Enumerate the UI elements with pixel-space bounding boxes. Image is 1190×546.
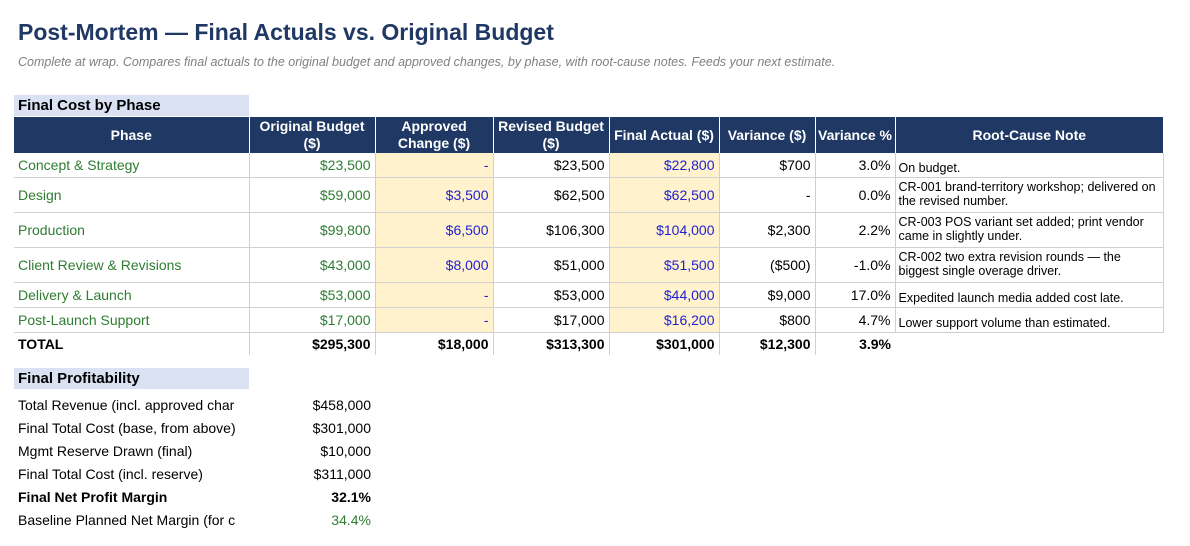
profit-value[interactable]: $10,000 — [320, 443, 371, 459]
total-original-budget[interactable]: $295,300 — [249, 332, 376, 355]
profit-label[interactable]: Final Net Profit Margin — [18, 489, 168, 505]
final-actual-cell[interactable]: $51,500 — [609, 247, 720, 283]
table-row: Post-Launch Support $17,000 - $17,000 $1… — [14, 307, 1164, 333]
variance-dollar-cell[interactable]: $2,300 — [719, 212, 816, 248]
total-revised-budget[interactable]: $313,300 — [493, 332, 610, 355]
profit-value[interactable]: 32.1% — [331, 489, 371, 505]
variance-pct-cell[interactable]: 2.2% — [815, 212, 896, 248]
profit-section-title: Final Profitability — [14, 368, 249, 389]
profit-value[interactable]: $311,000 — [313, 466, 371, 482]
phase-cell[interactable]: Delivery & Launch — [14, 282, 250, 308]
final-actual-cell[interactable]: $44,000 — [609, 282, 720, 308]
variance-pct-cell[interactable]: 17.0% — [815, 282, 896, 308]
root-cause-note-cell[interactable]: Lower support volume than estimated. — [895, 307, 1164, 333]
revised-budget-cell[interactable]: $51,000 — [493, 247, 610, 283]
table-row: Concept & Strategy $23,500 - $23,500 $22… — [14, 153, 1164, 178]
original-budget-cell[interactable]: $43,000 — [249, 247, 376, 283]
header-variance-dollar[interactable]: Variance ($) — [719, 117, 816, 153]
variance-dollar-cell[interactable]: $800 — [719, 307, 816, 333]
table-header-row: Phase Original Budget ($) Approved Chang… — [14, 117, 1163, 153]
original-budget-cell[interactable]: $99,800 — [249, 212, 376, 248]
original-budget-cell[interactable]: $23,500 — [249, 153, 376, 178]
header-original-budget[interactable]: Original Budget ($) — [249, 117, 376, 153]
approved-change-cell[interactable]: $3,500 — [375, 177, 494, 213]
approved-change-cell[interactable]: $8,000 — [375, 247, 494, 283]
phase-cell[interactable]: Design — [14, 177, 250, 213]
total-variance-pct[interactable]: 3.9% — [859, 336, 891, 352]
variance-dollar-cell[interactable]: $700 — [719, 153, 816, 178]
table-row: Production $99,800 $6,500 $106,300 $104,… — [14, 212, 1164, 248]
revised-budget-cell[interactable]: $17,000 — [493, 307, 610, 333]
final-actual-cell[interactable]: $62,500 — [609, 177, 720, 213]
profit-label[interactable]: Final Total Cost (incl. reserve) — [18, 466, 203, 482]
table-row: Client Review & Revisions $43,000 $8,000… — [14, 247, 1164, 283]
page-title: Post-Mortem — Final Actuals vs. Original… — [18, 19, 554, 45]
header-approved-change[interactable]: Approved Change ($) — [375, 117, 494, 153]
table-row: Delivery & Launch $53,000 - $53,000 $44,… — [14, 282, 1164, 308]
profit-label[interactable]: Mgmt Reserve Drawn (final) — [18, 443, 193, 459]
root-cause-note-cell[interactable]: Expedited launch media added cost late. — [895, 282, 1164, 308]
approved-change-cell[interactable]: - — [375, 282, 494, 308]
revised-budget-cell[interactable]: $53,000 — [493, 282, 610, 308]
root-cause-note-cell[interactable]: CR-001 brand-territory workshop; deliver… — [895, 177, 1164, 213]
table-row: Design $59,000 $3,500 $62,500 $62,500 - … — [14, 177, 1164, 213]
final-actual-cell[interactable]: $104,000 — [609, 212, 720, 248]
revised-budget-cell[interactable]: $62,500 — [493, 177, 610, 213]
header-variance-pct[interactable]: Variance % — [815, 117, 896, 153]
total-row: TOTAL $295,300 $18,000 $313,300 $301,000… — [14, 332, 1163, 356]
variance-pct-cell[interactable]: 0.0% — [815, 177, 896, 213]
variance-pct-cell[interactable]: 4.7% — [815, 307, 896, 333]
phase-cell[interactable]: Production — [14, 212, 250, 248]
total-variance-dollar[interactable]: $12,300 — [719, 332, 816, 355]
total-note-cell[interactable] — [895, 333, 1163, 356]
final-actual-cell[interactable]: $16,200 — [609, 307, 720, 333]
original-budget-cell[interactable]: $53,000 — [249, 282, 376, 308]
profit-value[interactable]: 34.4% — [331, 512, 371, 528]
profit-label[interactable]: Final Total Cost (base, from above) — [18, 420, 236, 436]
original-budget-cell[interactable]: $17,000 — [249, 307, 376, 333]
root-cause-note-cell[interactable]: CR-003 POS variant set added; print vend… — [895, 212, 1164, 248]
phase-cell[interactable]: Concept & Strategy — [14, 153, 250, 178]
header-final-actual[interactable]: Final Actual ($) — [609, 117, 720, 153]
profit-label[interactable]: Baseline Planned Net Margin (for c — [18, 512, 236, 528]
variance-pct-cell[interactable]: -1.0% — [815, 247, 896, 283]
cost-by-phase-table: Phase Original Budget ($) Approved Chang… — [14, 117, 1164, 355]
phase-cell[interactable]: Post-Launch Support — [14, 307, 250, 333]
profit-value[interactable]: $301,000 — [312, 420, 371, 436]
total-final-actual[interactable]: $301,000 — [609, 332, 720, 355]
profit-label[interactable]: Total Revenue (incl. approved char — [18, 397, 235, 413]
page-subtitle: Complete at wrap. Compares final actuals… — [18, 55, 836, 69]
header-root-cause-note[interactable]: Root-Cause Note — [895, 117, 1163, 153]
total-approved-change[interactable]: $18,000 — [375, 332, 494, 355]
cost-section-title: Final Cost by Phase — [14, 95, 249, 116]
phase-cell[interactable]: Client Review & Revisions — [14, 247, 250, 283]
revised-budget-cell[interactable]: $106,300 — [493, 212, 610, 248]
approved-change-cell[interactable]: - — [375, 153, 494, 178]
variance-pct-cell[interactable]: 3.0% — [815, 153, 896, 178]
header-phase[interactable]: Phase — [14, 117, 250, 153]
approved-change-cell[interactable]: $6,500 — [375, 212, 494, 248]
variance-dollar-cell[interactable]: - — [719, 177, 816, 213]
root-cause-note-cell[interactable]: CR-002 two extra revision rounds — the b… — [895, 247, 1164, 283]
final-actual-cell[interactable]: $22,800 — [609, 153, 720, 178]
original-budget-cell[interactable]: $59,000 — [249, 177, 376, 213]
total-label[interactable]: TOTAL — [14, 332, 250, 355]
root-cause-note-cell[interactable]: On budget. — [895, 153, 1164, 178]
header-revised-budget[interactable]: Revised Budget ($) — [493, 117, 610, 153]
approved-change-cell[interactable]: - — [375, 307, 494, 333]
revised-budget-cell[interactable]: $23,500 — [493, 153, 610, 178]
profit-value[interactable]: $458,000 — [312, 397, 371, 413]
variance-dollar-cell[interactable]: ($500) — [719, 247, 816, 283]
variance-dollar-cell[interactable]: $9,000 — [719, 282, 816, 308]
